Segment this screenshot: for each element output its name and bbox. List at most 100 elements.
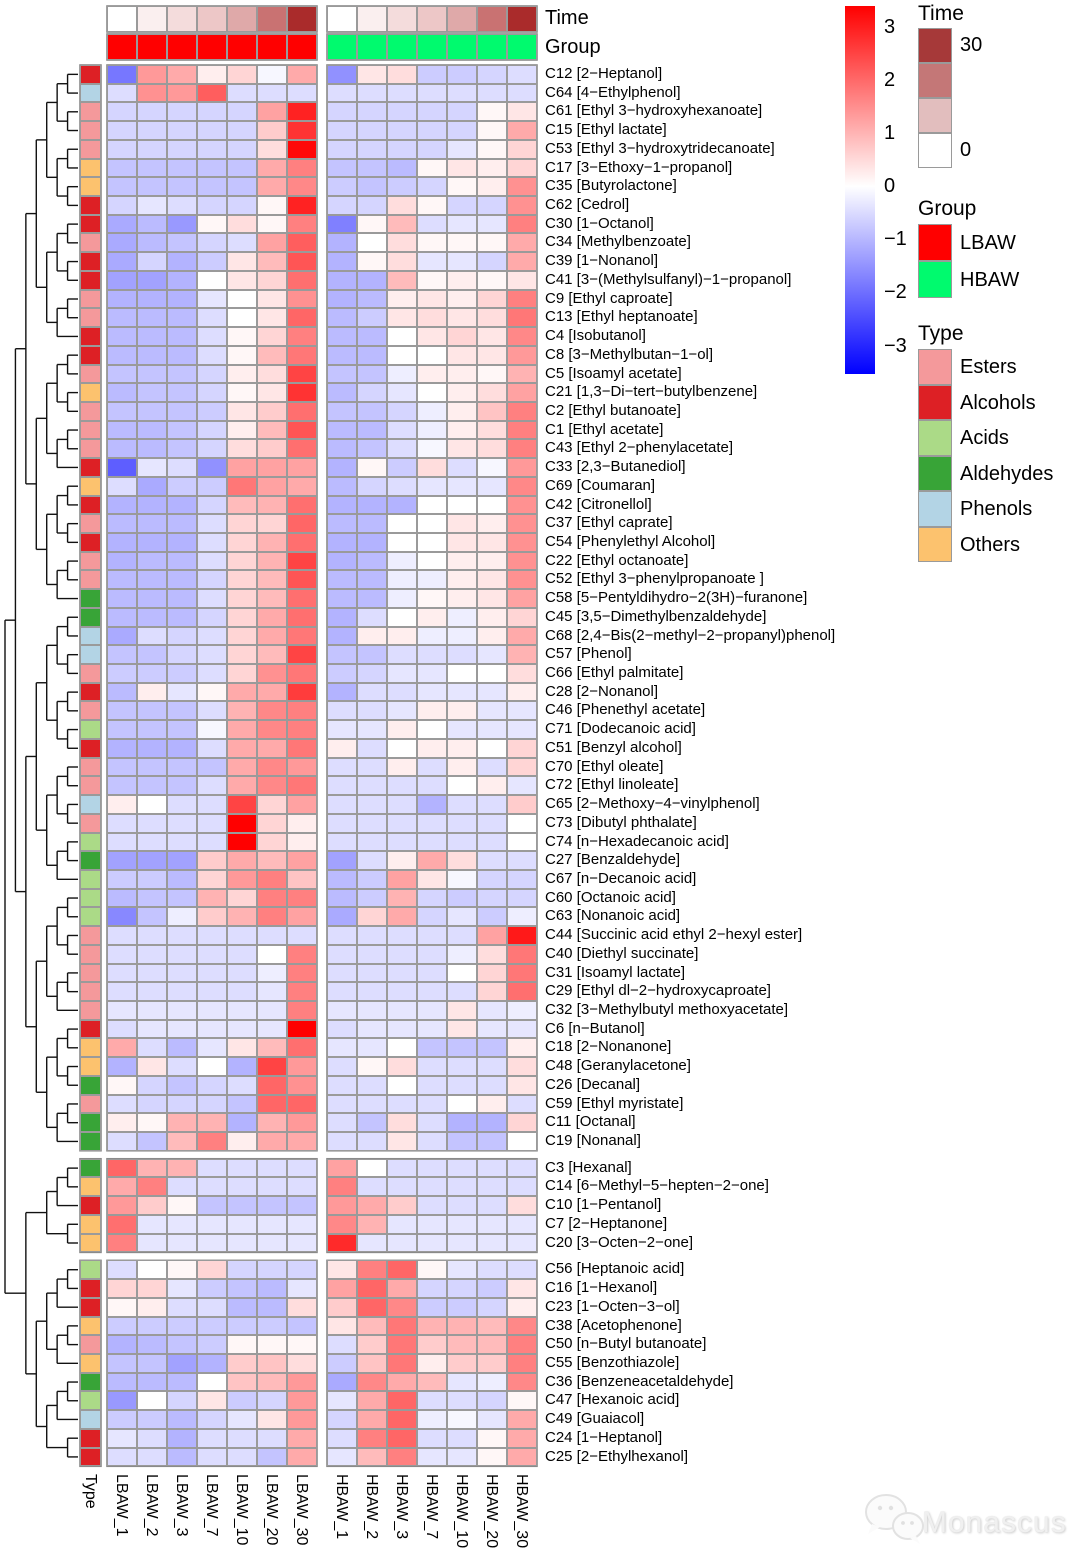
heatmap-cell [257,851,287,870]
heatmap-cell [477,289,507,309]
heatmap-cell [357,476,387,496]
heatmap-cell [327,1158,357,1178]
heatmap-cell [137,196,167,215]
heatmap-cell [227,439,257,459]
heatmap-cell [327,738,357,758]
column-label: HBAW_3 [393,1474,410,1540]
row-label: C43 [Ethyl 2−phenylacetate] [545,439,734,457]
heatmap-cell [137,533,167,552]
heatmap-cell [417,1391,447,1411]
heatmap-cell [287,795,317,814]
heatmap-cell [137,420,167,440]
heatmap-cell [197,308,227,328]
heatmap-cell [447,1158,477,1178]
row-label: C47 [Hexanoic acid] [545,1391,680,1409]
heatmap-cell [167,682,197,702]
heatmap-cell [357,252,387,271]
heatmap-cell [107,139,137,159]
heatmap-cell [197,1297,227,1317]
heatmap-cell [477,139,507,159]
heatmap-cell [417,401,447,421]
heatmap-cell [327,757,357,777]
heatmap-cell [507,1260,537,1280]
type-cell [80,589,101,608]
heatmap-cell [387,196,417,215]
heatmap-cell [227,214,257,234]
heatmap-cell [357,982,387,1001]
heatmap-cell [507,1075,537,1095]
heatmap-cell [257,177,287,197]
row-label: C9 [Ethyl caproate] [545,289,673,307]
heatmap-cell [287,252,317,271]
heatmap-cell [107,533,137,552]
heatmap-cell [137,1233,167,1253]
heatmap-cell [107,589,137,608]
heatmap-cell [357,102,387,122]
column-label: Type [82,1474,99,1509]
heatmap-cell [287,1391,317,1411]
row-label: C27 [Benzaldehyde] [545,851,681,869]
heatmap-cell [257,1177,287,1197]
group-annotation-cell [287,34,317,60]
heatmap-cell [197,738,227,758]
heatmap-cell [477,214,507,234]
heatmap-cell [137,345,167,365]
heatmap-cell [477,1214,507,1234]
heatmap-cell [357,1410,387,1429]
heatmap-cell [137,252,167,271]
heatmap-cell [107,383,137,402]
heatmap-cell [477,701,507,721]
heatmap-cell [507,1297,537,1317]
heatmap-cell [257,1214,287,1234]
row-label: C16 [1−Hexanol] [545,1279,658,1297]
heatmap-cell [387,607,417,627]
heatmap-cell [327,926,357,945]
heatmap-cell [387,139,417,159]
heatmap-cell [357,196,387,215]
heatmap-cell [357,1372,387,1392]
heatmap-cell [227,907,257,927]
heatmap-cell [167,813,197,833]
heatmap-cell [357,439,387,459]
heatmap-cell [477,65,507,84]
heatmap-cell [137,495,167,515]
heatmap-cell [477,982,507,1001]
row-label: C49 [Guaiacol] [545,1410,645,1428]
heatmap-cell [287,1214,317,1234]
heatmap-cell [137,139,167,159]
row-label: C37 [Ethyl caprate] [545,514,673,532]
heatmap-cell [447,458,477,477]
heatmap-cell [197,514,227,533]
type-cell [80,458,101,477]
type-cell [80,570,101,590]
heatmap-cell [327,832,357,852]
heatmap-cell [387,851,417,870]
heatmap-cell [327,364,357,384]
heatmap-cell [387,888,417,908]
type-cell [80,102,101,122]
row-label: C60 [Octanoic acid] [545,888,676,906]
heatmap-cell [287,1353,317,1373]
heatmap-cell [417,495,447,515]
heatmap-cell [107,214,137,234]
heatmap-cell [287,1132,317,1151]
heatmap-cell [507,832,537,852]
heatmap-cell [257,1094,287,1114]
heatmap-cell [387,1335,417,1354]
heatmap-cell [197,1279,227,1298]
heatmap-cell [447,776,477,796]
heatmap-cell [257,1001,287,1020]
heatmap-cell [137,476,167,496]
heatmap-cell [287,589,317,608]
heatmap-cell [227,1038,257,1058]
heatmap-cell [197,1132,227,1151]
heatmap-cell [227,1196,257,1215]
heatmap-cell [167,851,197,870]
time-legend-label: 0 [960,139,972,161]
heatmap-cell [287,682,317,702]
time-annotation-cell [257,6,287,32]
heatmap-cell [197,270,227,290]
heatmap-cell [507,720,537,739]
heatmap-cell [387,533,417,552]
row-label: C40 [Diethyl succinate] [545,944,699,962]
